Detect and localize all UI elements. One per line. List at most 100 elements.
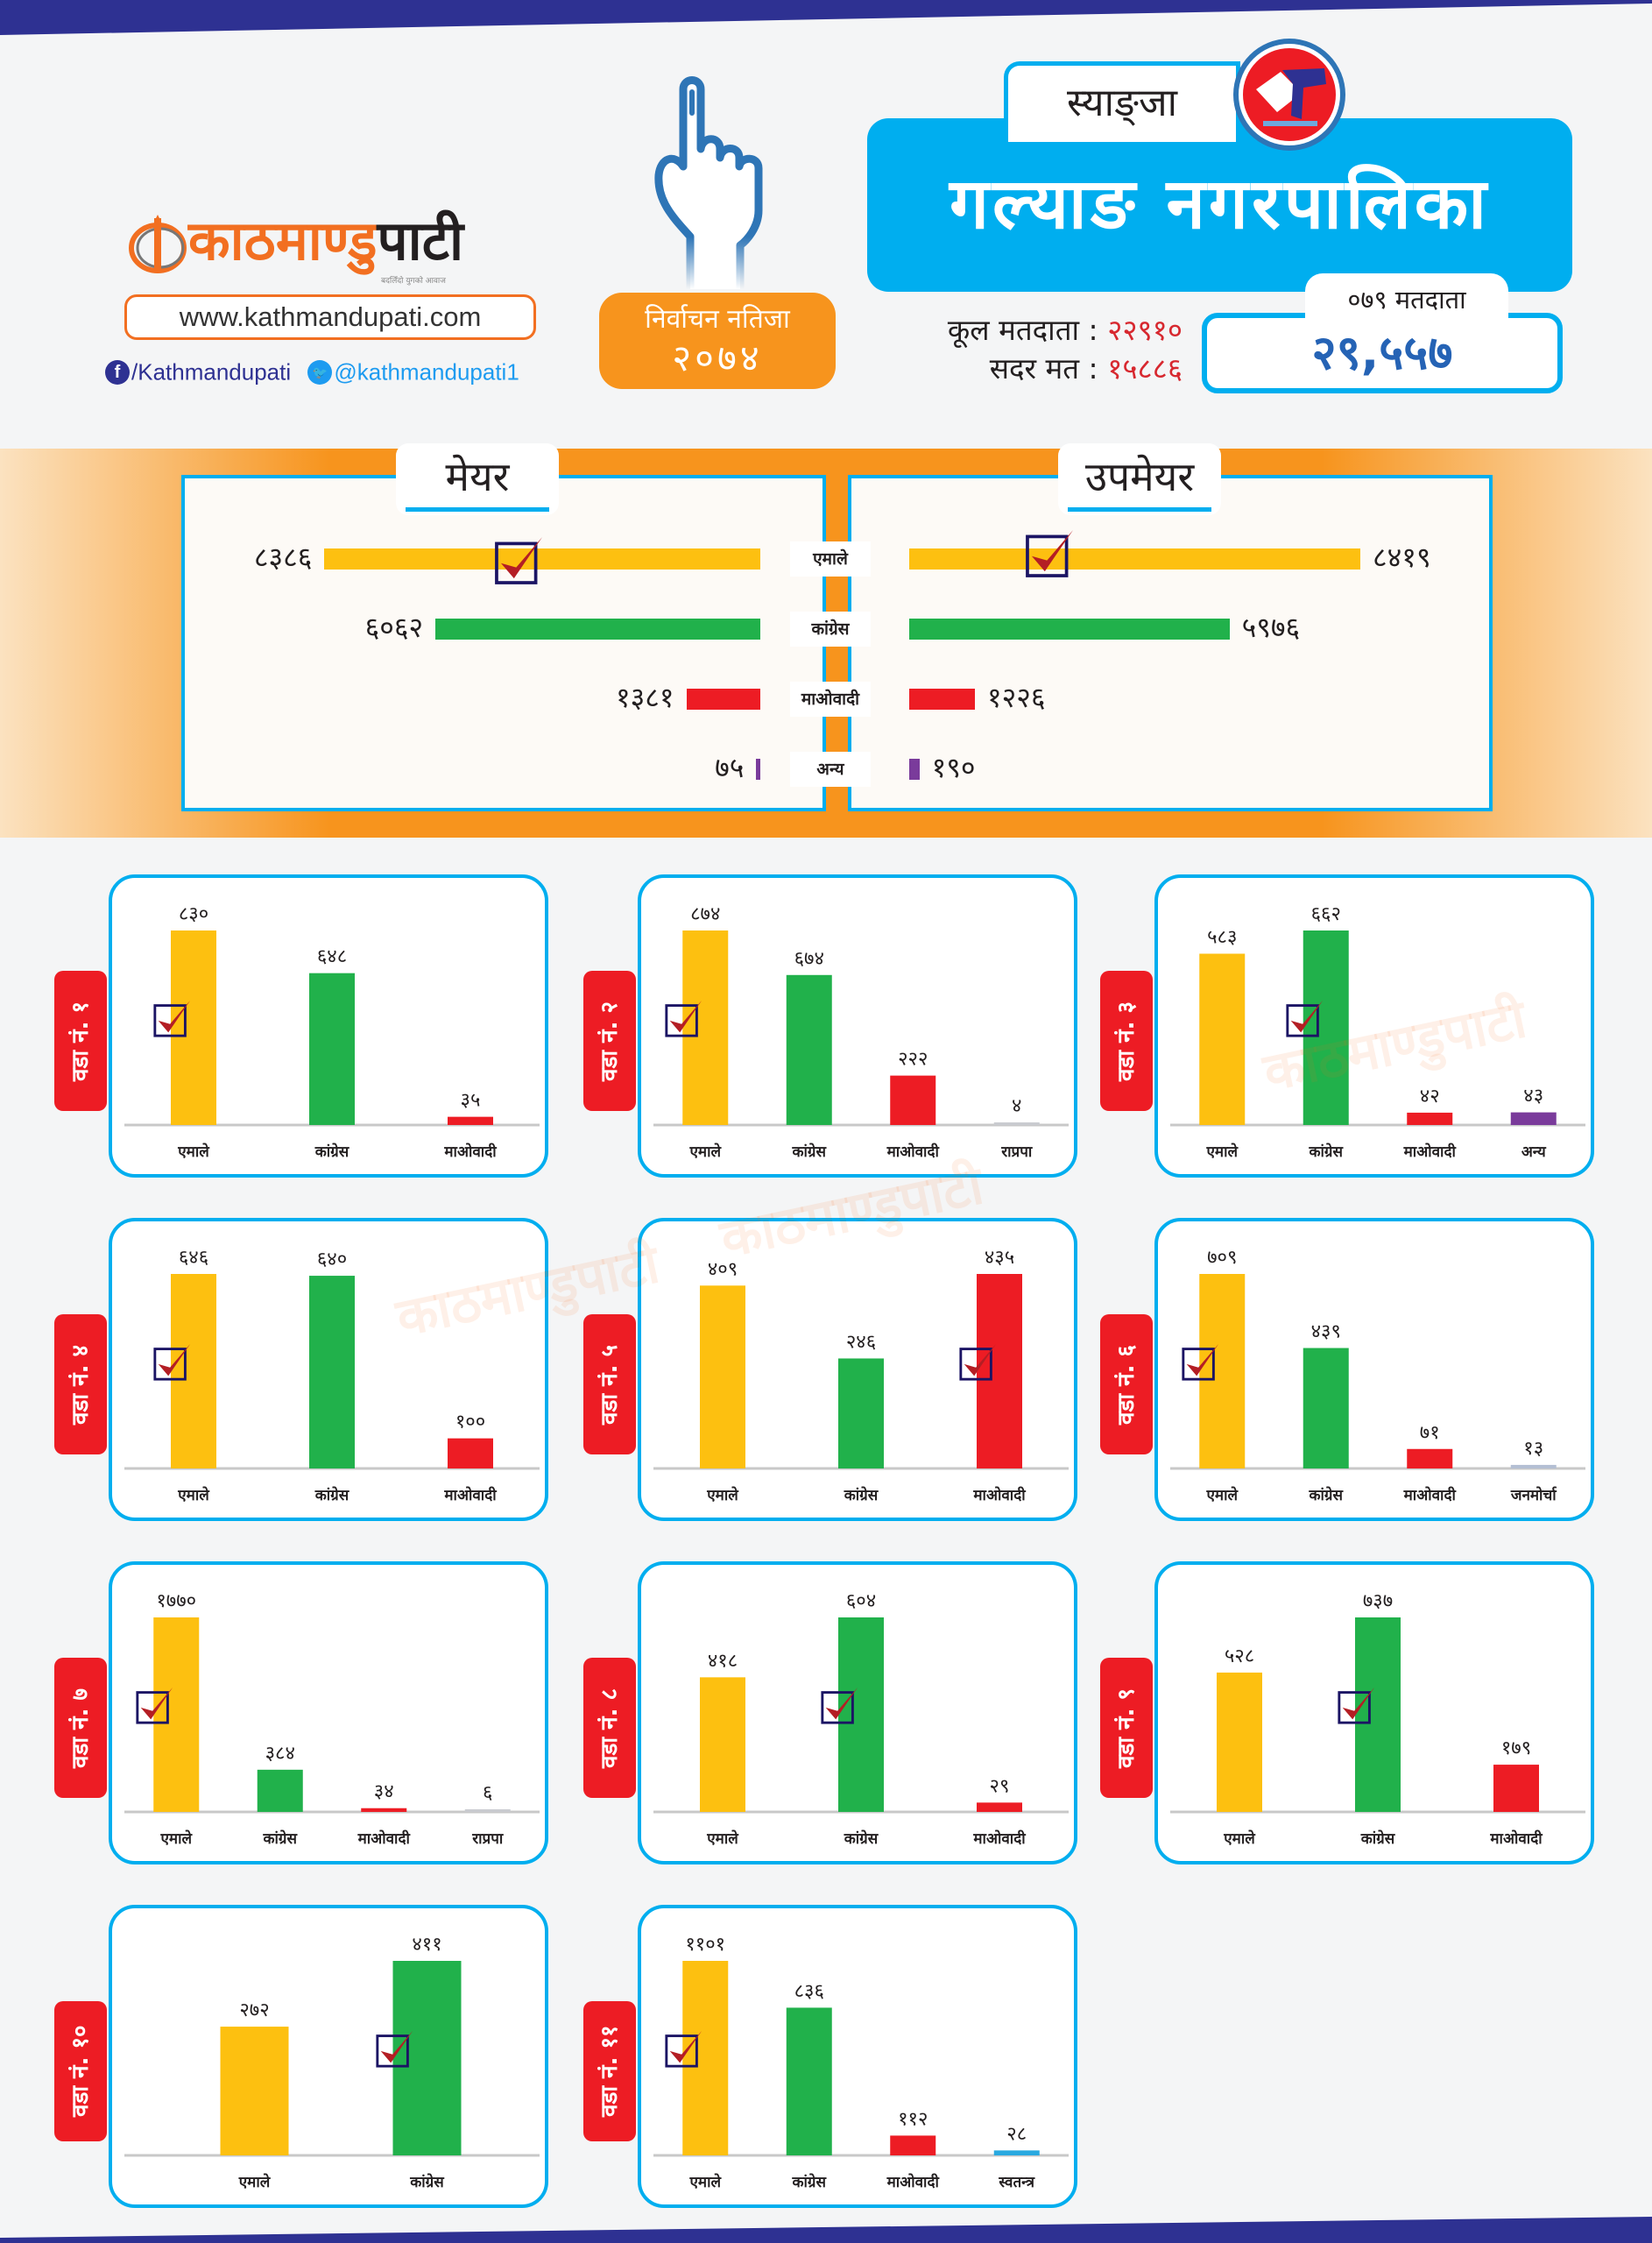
mayor-value-label: ६०६२ [364, 611, 424, 644]
deputy-mayor-value-label: १९० [931, 751, 976, 784]
category-label: माओवादी [1489, 1829, 1543, 1848]
bar [1510, 1112, 1557, 1125]
ward-label: वडा नं. ३ [1100, 971, 1153, 1111]
bar-value-label: २९ [990, 1775, 1010, 1797]
category-label: माओवादी [1403, 1143, 1457, 1161]
category-label: माओवादी [443, 1143, 497, 1161]
ward-bar-chart: ७०९ एमाले ४३९ कांग्रेस ७१ माओवादी १३ जनमोर्चा [1170, 1247, 1585, 1504]
ward-bar-chart: २७२ एमाले ४११ कांग्रेस [124, 1934, 540, 2191]
deputy-mayor-panel [848, 475, 1493, 811]
category-label: कांग्रेस [844, 1829, 879, 1848]
bar-value-label: ७३७ [1363, 1590, 1393, 1612]
bar [1407, 1112, 1453, 1125]
logo-tagline: बदलिँदो युगको आवाज [381, 277, 446, 286]
bar-value-label: ८३० [179, 903, 208, 925]
bar [1407, 1448, 1453, 1468]
bar-value-label: ५२८ [1225, 1645, 1254, 1667]
category-label: एमाले [160, 1829, 194, 1848]
bar-value-label: १७७० [156, 1590, 196, 1612]
bar [682, 930, 729, 1125]
bar [171, 930, 216, 1125]
category-label: कांग्रेस [1308, 1486, 1344, 1504]
logo-black-text: पाटी [377, 209, 464, 272]
category-label: एमाले [689, 1143, 723, 1161]
category-label: माओवादी [357, 1829, 411, 1848]
category-label: राप्रपा [1000, 1143, 1033, 1161]
mayor-value-label: ७५ [715, 751, 745, 784]
ward-bar-chart: ४१८ एमाले ६०४ कांग्रेस २९ माओवादी [653, 1590, 1069, 1848]
logo-globe-icon [129, 215, 187, 273]
bar [838, 1617, 884, 1812]
mayor-value-label: १३८१ [615, 681, 674, 714]
twitter-icon: 🐦 [307, 360, 333, 386]
category-label: कांग्रेस [1308, 1143, 1344, 1161]
total-voters-value: २२९१० [1107, 313, 1183, 347]
bar-value-label: ७१ [1420, 1422, 1440, 1444]
ward-label: वडा नं. ११ [583, 2001, 636, 2141]
mayor-value-label: ८३८६ [253, 541, 313, 574]
bar-value-label: ३८४ [265, 1743, 295, 1765]
mayor-bar [686, 689, 760, 710]
ward-bar-chart: ८३० एमाले ६४८ कांग्रेस ३५ माओवादी [124, 903, 540, 1161]
bar [993, 2150, 1040, 2155]
valid-votes-value: १५८८६ [1107, 351, 1183, 386]
bar [700, 1285, 745, 1468]
ward-bar-chart: ८७४ एमाले ६७४ कांग्रेस २२२ माओवादी ४ राप्रपा [653, 903, 1069, 1161]
bar [838, 1358, 884, 1468]
ward-card: १७७० एमाले ३८४ कांग्रेस ३४ माओवादी ६ राप्रपा [109, 1561, 548, 1864]
badge-year: २०७४ [672, 336, 763, 379]
bar [220, 2027, 289, 2155]
bar-value-label: १३ [1523, 1438, 1543, 1460]
voter-stats: कूल मतदाता : २२९१० सदर मत : १५८८६ [867, 311, 1183, 388]
total-voters-label: कूल मतदाता : [947, 313, 1098, 347]
bar [977, 1274, 1022, 1468]
bar [392, 1961, 462, 2155]
category-label: कांग्रेस [314, 1143, 350, 1161]
ward-label: वडा नं. ८ [583, 1658, 636, 1798]
bar-value-label: ४११ [412, 1934, 441, 1956]
bar-value-label: ६ [483, 1782, 492, 1804]
top-decor-band [0, 0, 1652, 35]
bar-value-label: २८ [1006, 2123, 1027, 2145]
bar-value-label: ४२ [1420, 1086, 1440, 1107]
mayor-bar [324, 548, 760, 570]
twitter-link[interactable]: @kathmandupati1 [334, 358, 519, 386]
bar-value-label: ४३५ [985, 1247, 1014, 1269]
bar-value-label: ४ [1012, 1095, 1021, 1117]
ward-bar-chart: ११०१ एमाले ८३६ कांग्रेस ११२ माओवादी २८ स्वतन्त्… [653, 1934, 1069, 2191]
bar-value-label: ३४ [374, 1781, 394, 1803]
bar-value-label: ४१८ [708, 1650, 738, 1672]
party-label: अन्य [790, 752, 871, 787]
ward-bar-chart: ५८३ एमाले ६६२ कांग्रेस ४२ माओवादी ४३ अन्य [1170, 903, 1585, 1161]
bar-value-label: ४३९ [1311, 1321, 1341, 1343]
ward-card: ११०१ एमाले ८३६ कांग्रेस ११२ माओवादी २८ स्वतन्त्… [638, 1905, 1077, 2208]
bar [1493, 1765, 1539, 1812]
bar-value-label: १७९ [1501, 1737, 1531, 1759]
website-link[interactable]: www.kathmandupati.com [124, 294, 536, 340]
party-label: माओवादी [790, 682, 871, 717]
bottom-decor-band [0, 2217, 1652, 2243]
ward-card: ६४६ एमाले ६४० कांग्रेस १०० माओवादी [109, 1218, 548, 1521]
deputy-mayor-bar [909, 548, 1361, 570]
ward-label: वडा नं. २ [583, 971, 636, 1111]
checkmark-icon [1182, 1343, 1219, 1381]
category-label: एमाले [238, 2173, 272, 2191]
category-label: एमाले [177, 1486, 210, 1504]
ward-bar-chart: ६४६ एमाले ६४० कांग्रेस १०० माओवादी [124, 1247, 540, 1504]
district-name: स्याङ्जा [1004, 61, 1240, 142]
bar-value-label: ६४८ [317, 946, 347, 968]
deputy-mayor-bar [909, 759, 920, 780]
checkmark-icon [1286, 1000, 1323, 1037]
ward-bar-chart: १७७० एमाले ३८४ कांग्रेस ३४ माओवादी ६ राप्रपा [124, 1590, 540, 1848]
bar [890, 2135, 936, 2155]
checkmark-icon [665, 2030, 702, 2068]
facebook-link[interactable]: /Kathmandupati [131, 358, 292, 386]
bar [1199, 953, 1246, 1125]
category-label: एमाले [689, 2173, 723, 2191]
bar [448, 1116, 493, 1125]
bar [977, 1802, 1022, 1812]
category-label: कांग्रेस [409, 2173, 445, 2191]
bar-value-label: २२२ [898, 1049, 928, 1071]
bar-value-label: ८३६ [794, 1980, 824, 2002]
ward-bar-chart: ४०९ एमाले २४६ कांग्रेस ४३५ माओवादी [653, 1247, 1069, 1504]
